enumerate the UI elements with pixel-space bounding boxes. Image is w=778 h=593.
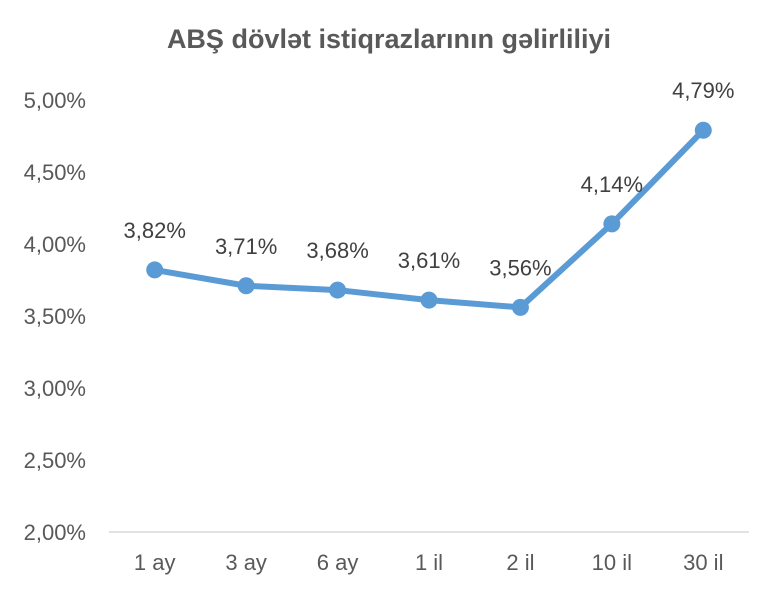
data-label: 3,61%	[398, 248, 460, 273]
data-labels: 3,82% 3,71% 3,68% 3,61% 3,56% 4,14% 4,79%	[124, 78, 735, 280]
y-tick-label: 5,00%	[24, 88, 86, 113]
data-point	[237, 277, 255, 295]
data-point	[694, 121, 712, 139]
x-tick-label: 10 il	[592, 550, 632, 575]
x-tick-label: 6 ay	[317, 550, 359, 575]
data-label: 3,71%	[215, 234, 277, 259]
y-tick-label: 2,00%	[24, 520, 86, 545]
series-line	[151, 127, 707, 311]
data-label: 3,82%	[124, 218, 186, 243]
x-tick-label: 30 il	[683, 550, 723, 575]
x-tick-label: 2 il	[506, 550, 534, 575]
data-label: 3,68%	[306, 238, 368, 263]
data-point	[146, 261, 164, 279]
data-label: 4,14%	[581, 172, 643, 197]
x-axis: 1 ay 3 ay 6 ay 1 il 2 il 10 il 30 il	[134, 550, 724, 575]
chart-title: ABŞ dövlət istiqrazlarının gəlirliliyi	[167, 24, 611, 54]
data-point	[420, 291, 438, 309]
data-point	[603, 215, 621, 233]
y-tick-label: 4,00%	[24, 232, 86, 257]
x-tick-label: 1 ay	[134, 550, 176, 575]
y-tick-label: 3,00%	[24, 376, 86, 401]
x-tick-label: 1 il	[415, 550, 443, 575]
series-group	[146, 121, 712, 316]
data-point	[329, 281, 347, 299]
y-tick-label: 3,50%	[24, 304, 86, 329]
y-tick-label: 2,50%	[24, 448, 86, 473]
x-tick-label: 3 ay	[225, 550, 267, 575]
data-point	[511, 298, 529, 316]
y-tick-label: 4,50%	[24, 160, 86, 185]
data-label: 3,56%	[489, 255, 551, 280]
data-label: 4,79%	[672, 78, 734, 103]
y-axis: 5,00% 4,50% 4,00% 3,50% 3,00% 2,50% 2,00%	[24, 88, 86, 545]
